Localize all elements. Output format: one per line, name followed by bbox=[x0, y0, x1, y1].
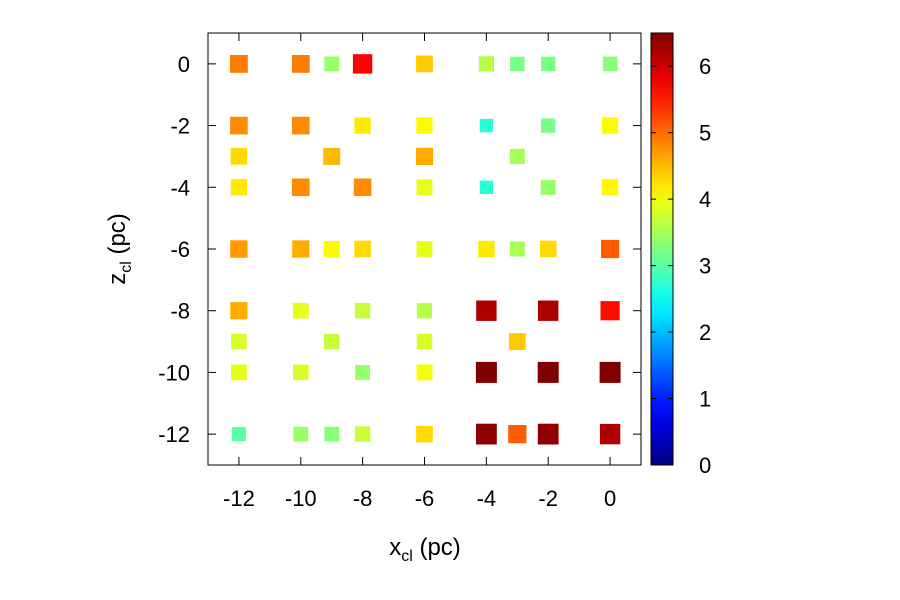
data-point bbox=[602, 56, 618, 72]
data-point bbox=[293, 426, 309, 442]
y-ticks: 0 -2 -4 -6 -8 -10 -12 bbox=[158, 52, 641, 447]
data-point bbox=[476, 300, 497, 321]
data-point bbox=[415, 147, 434, 165]
y-tick-label: -8 bbox=[170, 299, 190, 324]
data-point bbox=[292, 240, 310, 258]
y-tick-label: 0 bbox=[178, 52, 190, 77]
data-point bbox=[540, 179, 556, 195]
points-layer bbox=[230, 54, 621, 445]
data-point bbox=[479, 118, 494, 133]
data-point bbox=[230, 240, 248, 258]
colorbar-tick-label: 1 bbox=[699, 387, 711, 412]
data-point bbox=[416, 117, 433, 134]
data-point bbox=[509, 241, 525, 257]
x-tick-label: -2 bbox=[538, 486, 558, 511]
data-point bbox=[416, 333, 433, 350]
x-tick-label: -8 bbox=[353, 486, 373, 511]
colorbar-tick-label: 4 bbox=[699, 187, 711, 212]
data-point bbox=[510, 56, 525, 72]
colorbar-tick-label: 3 bbox=[699, 254, 711, 279]
y-axis-label: zcl (pc) bbox=[104, 213, 135, 285]
y-tick-label: -10 bbox=[158, 360, 190, 385]
colorbar-tick-label: 0 bbox=[699, 453, 711, 478]
data-point bbox=[599, 423, 621, 445]
data-point bbox=[230, 302, 248, 320]
data-point bbox=[292, 116, 310, 135]
data-point bbox=[541, 56, 556, 72]
x-axis-label: xcl (pc) bbox=[389, 534, 461, 565]
data-point bbox=[416, 55, 433, 73]
data-point bbox=[354, 240, 371, 258]
data-point bbox=[230, 116, 248, 135]
data-point bbox=[293, 364, 309, 381]
data-point bbox=[602, 179, 619, 196]
data-point bbox=[599, 361, 621, 383]
data-point bbox=[541, 118, 556, 133]
x-tick-label: -12 bbox=[223, 486, 255, 511]
y-tick-label: -2 bbox=[170, 114, 190, 139]
y-tick-label: -6 bbox=[170, 237, 190, 262]
x-tick-label: -4 bbox=[477, 486, 497, 511]
data-point bbox=[508, 425, 527, 444]
data-point bbox=[324, 56, 340, 72]
data-point bbox=[324, 426, 339, 442]
data-point bbox=[292, 178, 310, 197]
colorbar bbox=[650, 32, 674, 466]
colorbar-tick-label: 6 bbox=[699, 54, 711, 79]
data-point bbox=[416, 241, 433, 257]
data-point bbox=[537, 361, 559, 383]
x-tick-label: -6 bbox=[415, 486, 435, 511]
data-point bbox=[475, 361, 497, 383]
data-point bbox=[416, 179, 433, 196]
data-point bbox=[324, 333, 340, 350]
data-point bbox=[537, 423, 559, 445]
data-point bbox=[292, 302, 309, 319]
data-point bbox=[323, 147, 341, 165]
data-point bbox=[508, 333, 526, 350]
data-point bbox=[478, 56, 494, 72]
colorbar-ticks: 0 1 2 3 4 5 6 bbox=[651, 54, 711, 478]
data-point bbox=[416, 364, 433, 381]
y-tick-label: -12 bbox=[158, 422, 190, 447]
data-point bbox=[230, 55, 248, 73]
data-point bbox=[479, 180, 494, 194]
data-point bbox=[538, 300, 559, 321]
data-point bbox=[539, 240, 557, 258]
data-point bbox=[601, 239, 620, 259]
data-point bbox=[353, 178, 372, 197]
data-point bbox=[354, 426, 371, 442]
data-point bbox=[478, 240, 495, 258]
data-point bbox=[231, 427, 246, 442]
data-point bbox=[230, 179, 248, 196]
colorbar-tick-label: 5 bbox=[699, 121, 711, 146]
data-point bbox=[323, 240, 340, 258]
data-point bbox=[354, 303, 371, 319]
data-point bbox=[230, 148, 248, 165]
data-point bbox=[352, 54, 373, 74]
data-point bbox=[354, 117, 371, 134]
data-point bbox=[600, 301, 620, 321]
data-point bbox=[231, 364, 247, 381]
data-point bbox=[509, 148, 525, 164]
x-tick-label: -10 bbox=[285, 486, 317, 511]
data-point bbox=[416, 303, 433, 319]
data-point bbox=[291, 55, 310, 73]
colorbar-tick-label: 2 bbox=[699, 320, 711, 345]
y-tick-label: -4 bbox=[170, 175, 190, 200]
data-point bbox=[476, 423, 497, 445]
data-point bbox=[602, 117, 619, 134]
data-point bbox=[231, 333, 247, 350]
data-point bbox=[355, 365, 370, 380]
data-point bbox=[416, 425, 433, 443]
x-tick-label: 0 bbox=[604, 486, 616, 511]
x-ticks: -12 -10 -8 -6 -4 -2 0 bbox=[223, 33, 616, 511]
